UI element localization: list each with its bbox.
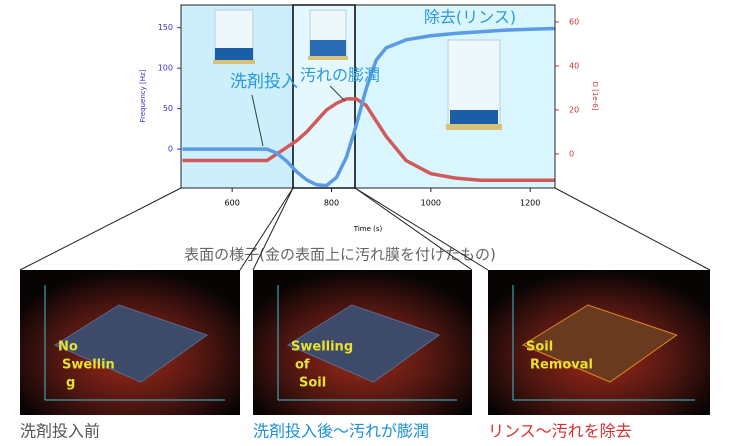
panel-label: No <box>58 340 78 355</box>
data-line <box>182 26 556 188</box>
panel-caption: リンス～汚れを除去 <box>488 422 632 441</box>
x-tick-label: 800 <box>324 199 339 208</box>
plot-frame <box>180 4 556 189</box>
y2-tick-label: 40 <box>569 61 579 70</box>
panel-label: Removal <box>530 358 593 373</box>
arrow <box>329 85 346 102</box>
panel-caption: 洗剤投入後～汚れが膨潤 <box>253 422 429 441</box>
y-tick-label: 0 <box>168 145 173 154</box>
panel-label: Swellin <box>62 358 115 373</box>
annotation: 汚れの膨潤 <box>300 66 380 85</box>
beaker-icon <box>213 9 502 130</box>
y2-tick-label: 0 <box>569 149 574 158</box>
annotation: 洗剤投入 <box>230 72 298 92</box>
panel-label: g <box>66 376 75 391</box>
panel-label: Swelling <box>291 340 353 355</box>
y-axis-title: Frequency [Hz] <box>139 69 147 122</box>
soil-block <box>521 304 678 383</box>
panel-caption: 洗剤投入前 <box>20 422 100 441</box>
y2-axis-title: D [1e-6] <box>591 82 599 111</box>
panel-label: of <box>295 358 310 373</box>
y2-tick-label: 60 <box>569 17 579 26</box>
x-tick-label: 600 <box>225 199 240 208</box>
y-tick-label: 150 <box>158 23 173 32</box>
data-line <box>182 97 555 183</box>
y-tick-label: 50 <box>163 104 173 113</box>
soil-block <box>53 304 209 383</box>
x-tick-label: 1000 <box>421 199 441 208</box>
x-axis-title: Time (s) <box>353 225 383 233</box>
y2-tick-label: 20 <box>569 105 579 114</box>
soil-block <box>286 304 441 383</box>
arrow <box>251 94 264 147</box>
panel-label: Soil <box>526 340 553 355</box>
y-tick-label: 100 <box>158 64 173 73</box>
panel-label: Soil <box>299 376 326 391</box>
x-tick-label: 1200 <box>520 199 540 208</box>
projection-lines <box>19 187 711 271</box>
annotation: 除去(リンス) <box>424 8 516 27</box>
subtitle: 表面の様子(金の表面上に汚れ膜を付けたもの) <box>184 246 496 264</box>
